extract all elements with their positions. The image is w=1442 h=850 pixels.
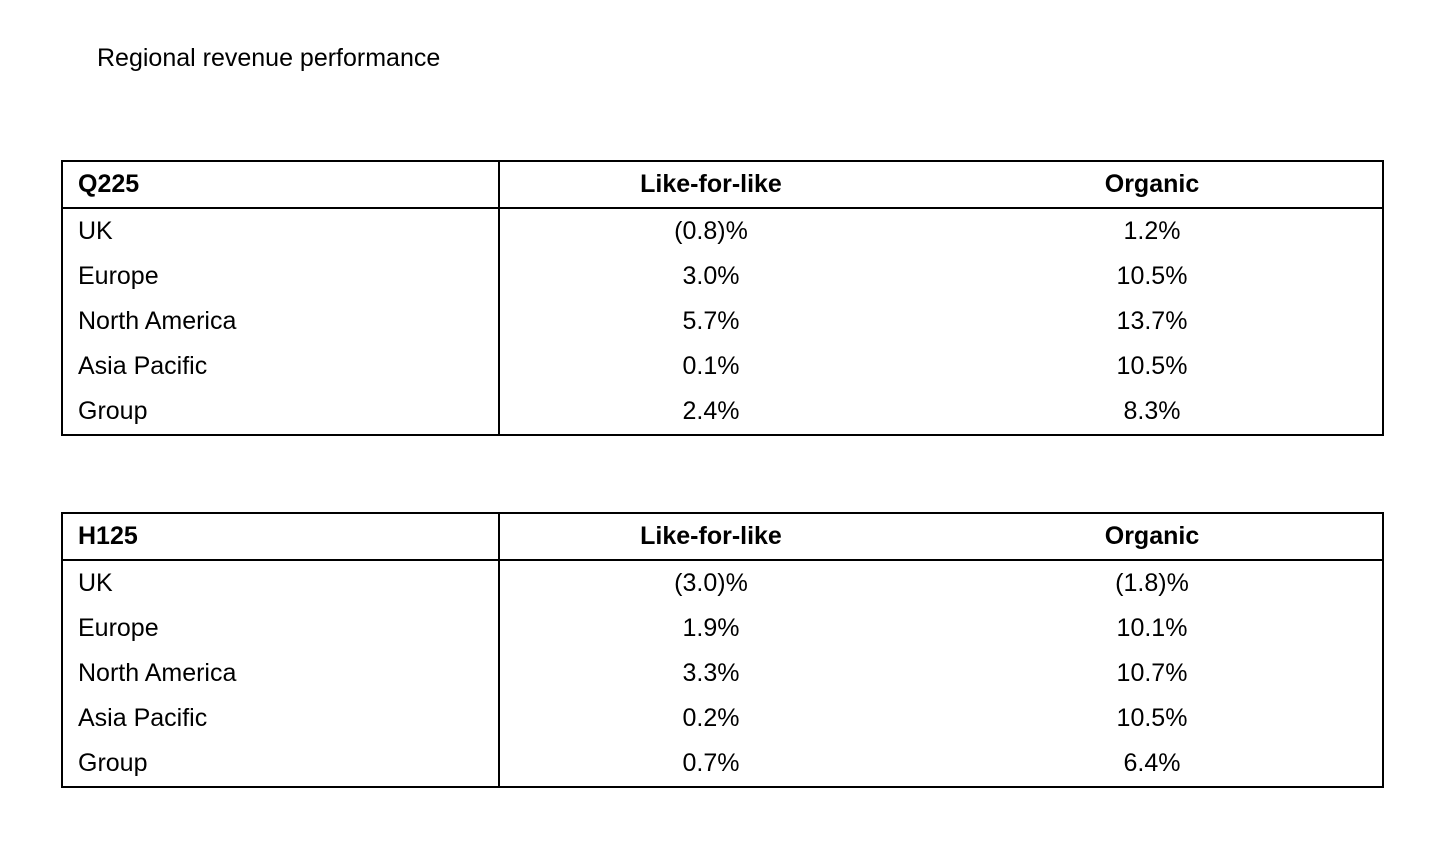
table-cell: 0.7%	[682, 749, 740, 777]
table-row: Group 0.7% 6.4%	[62, 741, 1383, 787]
table-cell: 10.1%	[1116, 614, 1188, 642]
table-cell: 8.3%	[1123, 397, 1181, 425]
table-cell: 0.2%	[682, 704, 740, 732]
table-cell: Group	[62, 389, 500, 435]
table-row: UK (3.0)% (1.8)%	[62, 560, 1383, 606]
table-cell: 10.7%	[1116, 659, 1188, 687]
column-header: Organic	[922, 513, 1383, 561]
table-row: Europe 3.0% 10.5%	[62, 254, 1383, 299]
table-cell: 10.5%	[1116, 704, 1188, 732]
column-header: Like-for-like	[499, 161, 922, 209]
column-header: Like-for-like	[499, 513, 922, 561]
column-header: H125	[62, 513, 500, 561]
table-cell: North America	[62, 299, 500, 344]
table-cell: UK	[62, 560, 500, 606]
table-cell: UK	[62, 208, 500, 254]
table-cell: 1.2%	[1123, 217, 1181, 245]
table-cell: 10.5%	[1116, 352, 1188, 380]
table-cell: 13.7%	[1116, 307, 1188, 335]
table-cell: 2.4%	[682, 397, 740, 425]
table-row: Group 2.4% 8.3%	[62, 389, 1383, 435]
header-row: Q225 Like-for-like Organic	[62, 161, 1383, 209]
column-header: Q225	[62, 161, 500, 209]
table-cell: (1.8)%	[1115, 569, 1189, 597]
table-cell: Europe	[62, 254, 500, 299]
table-row: Asia Pacific 0.1% 10.5%	[62, 344, 1383, 389]
table-cell: Europe	[62, 606, 500, 651]
data-table: Q225 Like-for-like Organic UK (0.8)% 1.2% Euro…	[61, 160, 1384, 436]
table-cell: North America	[62, 651, 500, 696]
table-cell: 0.1%	[682, 352, 740, 380]
table-row: UK (0.8)% 1.2%	[62, 208, 1383, 254]
table-cell: 10.5%	[1116, 262, 1188, 290]
table-cell: Group	[62, 741, 500, 787]
table-row: North America 5.7% 13.7%	[62, 299, 1383, 344]
table-cell: 6.4%	[1123, 749, 1181, 777]
table-cell: 3.0%	[682, 262, 740, 290]
table-cell: 3.3%	[682, 659, 740, 687]
title: Regional revenue performance	[97, 44, 441, 72]
table-cell: 5.7%	[682, 307, 740, 335]
table-row: Europe 1.9% 10.1%	[62, 606, 1383, 651]
table-row: North America 3.3% 10.7%	[62, 651, 1383, 696]
table-row: Asia Pacific 0.2% 10.5%	[62, 696, 1383, 741]
table-cell: Asia Pacific	[62, 696, 500, 741]
table-cell: 1.9%	[682, 614, 740, 642]
table-cell: Asia Pacific	[62, 344, 500, 389]
table-cell: (0.8)%	[674, 217, 748, 245]
header-row: H125 Like-for-like Organic	[62, 513, 1383, 561]
data-table: H125 Like-for-like Organic UK (3.0)% (1.8)% Eu…	[61, 512, 1384, 788]
column-header: Organic	[922, 161, 1383, 209]
table-cell: (3.0)%	[674, 569, 748, 597]
